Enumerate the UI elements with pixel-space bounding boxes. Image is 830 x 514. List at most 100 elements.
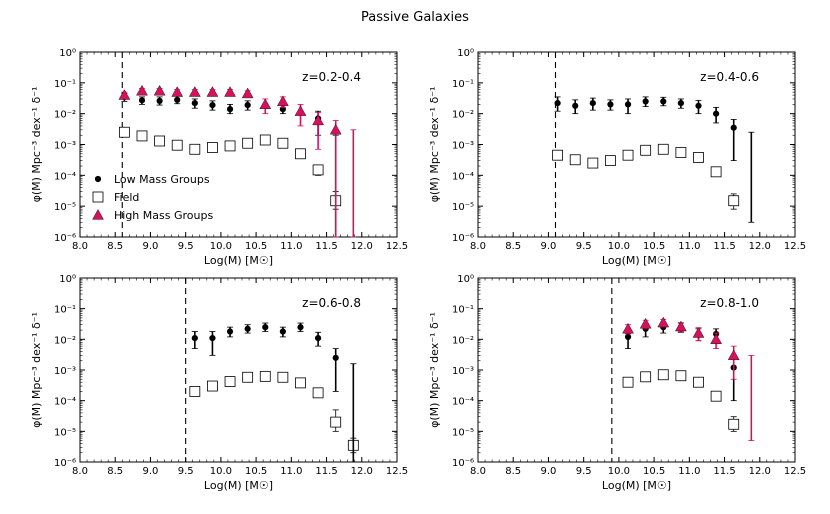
y-tick-label: 10⁻³ — [452, 366, 474, 377]
y-tick-label: 10⁻⁴ — [452, 171, 474, 182]
redshift-annotation: z=0.8-1.0 — [700, 296, 759, 310]
data-point — [677, 100, 684, 107]
y-tick-label: 10⁻¹ — [452, 79, 474, 90]
x-tick-label: 10.5 — [643, 466, 665, 477]
x-tick-label: 9.5 — [576, 241, 592, 252]
series-high-mass-groups — [622, 316, 755, 441]
legend-marker — [92, 209, 104, 220]
x-tick-label: 11.0 — [280, 466, 302, 477]
y-tick-label: 10⁻³ — [54, 366, 76, 377]
data-point — [189, 143, 201, 155]
x-tick-label: 11.0 — [280, 241, 302, 252]
data-point — [605, 155, 616, 167]
data-point — [224, 376, 236, 387]
data-point — [295, 148, 306, 160]
y-tick-label: 10⁻⁴ — [452, 397, 474, 408]
data-point — [241, 87, 254, 99]
x-tick-label: 9.0 — [142, 241, 158, 252]
data-point — [710, 390, 722, 402]
y-tick-label: 10⁻¹ — [54, 305, 76, 316]
data-point — [624, 101, 632, 108]
series-field — [189, 370, 359, 454]
data-point — [118, 89, 131, 100]
data-point — [330, 416, 342, 428]
chart-panel: 8.0 8.5 9.0 9.5 10.0 10.5 11.0 11.5 12.0 12.5 10⁻⁶… — [30, 48, 408, 267]
x-tick-label: 10.5 — [245, 241, 267, 252]
data-point — [312, 164, 324, 176]
data-point — [727, 349, 740, 360]
x-axis-label: Log(M) [M☉] — [204, 479, 273, 492]
y-tick-label: 10⁻⁶ — [452, 233, 474, 244]
data-point — [226, 106, 234, 113]
data-point — [154, 135, 166, 147]
data-point — [607, 101, 614, 108]
data-point — [710, 166, 722, 178]
data-point — [675, 370, 687, 382]
x-tick-label: 11.0 — [678, 241, 700, 252]
legend-marker — [94, 175, 102, 183]
y-axis-label: φ(M) Mpc⁻³ dex⁻¹ δ⁻¹ — [428, 87, 441, 203]
y-tick-label: 10⁻⁶ — [54, 458, 76, 469]
data-point — [315, 334, 322, 342]
data-point — [728, 195, 740, 207]
x-tick-label: 12.5 — [784, 466, 806, 477]
data-point — [277, 371, 289, 383]
data-point — [692, 327, 705, 338]
y-tick-label: 10⁰ — [457, 274, 474, 285]
data-point — [189, 386, 201, 397]
data-point — [191, 100, 198, 107]
data-point — [224, 140, 236, 152]
y-tick-label: 10⁻⁵ — [452, 427, 474, 438]
x-tick-label: 9.0 — [142, 466, 158, 477]
data-point — [138, 97, 146, 104]
data-point — [640, 144, 652, 156]
y-tick-label: 10⁻⁵ — [54, 427, 76, 438]
x-tick-label: 10.0 — [210, 241, 232, 252]
x-tick-label: 9.5 — [178, 241, 194, 252]
data-point — [209, 334, 216, 342]
x-tick-label: 10.0 — [608, 241, 630, 252]
x-axis-label: Log(M) [M☉] — [204, 254, 273, 267]
chart-panel: 8.0 8.5 9.0 9.5 10.0 10.5 11.0 11.5 12.0 12.5 10⁻⁶… — [30, 274, 408, 492]
x-tick-label: 10.0 — [210, 466, 232, 477]
data-point — [728, 418, 740, 430]
data-point — [171, 139, 183, 151]
data-point — [624, 333, 632, 341]
data-point — [312, 114, 324, 126]
data-point — [312, 387, 324, 399]
series-field — [118, 126, 342, 210]
data-point — [693, 376, 704, 388]
data-point — [657, 143, 669, 155]
data-point — [294, 105, 307, 116]
data-point — [572, 102, 579, 109]
data-point — [642, 98, 649, 105]
y-tick-label: 10⁻³ — [54, 141, 76, 152]
data-point — [657, 316, 670, 328]
data-point — [259, 98, 272, 109]
x-tick-label: 9.5 — [576, 466, 592, 477]
x-tick-label: 8.5 — [505, 241, 521, 252]
x-axis-label: Log(M) [M☉] — [602, 254, 671, 267]
legend-label: Field — [114, 191, 139, 204]
data-point — [675, 320, 687, 332]
y-tick-label: 10⁻¹ — [54, 79, 76, 90]
x-tick-label: 9.0 — [540, 241, 556, 252]
data-point — [244, 101, 251, 109]
chart-panel: 8.0 8.5 9.0 9.5 10.0 10.5 11.0 11.5 12.0 12.5 10⁻⁶… — [428, 48, 806, 267]
y-tick-label: 10⁻⁵ — [452, 202, 474, 213]
series-low-mass-groups — [191, 322, 357, 463]
data-point — [191, 334, 198, 342]
data-point — [209, 101, 216, 109]
data-point — [207, 142, 218, 153]
data-point — [226, 328, 234, 335]
series-field — [622, 369, 740, 432]
data-point — [118, 126, 130, 138]
data-point — [277, 137, 289, 149]
x-tick-label: 10.0 — [608, 466, 630, 477]
legend-label: Low Mass Groups — [114, 173, 210, 186]
data-point — [136, 130, 148, 142]
data-point — [569, 154, 581, 166]
x-tick-label: 12.0 — [351, 241, 373, 252]
x-tick-label: 10.5 — [643, 241, 665, 252]
